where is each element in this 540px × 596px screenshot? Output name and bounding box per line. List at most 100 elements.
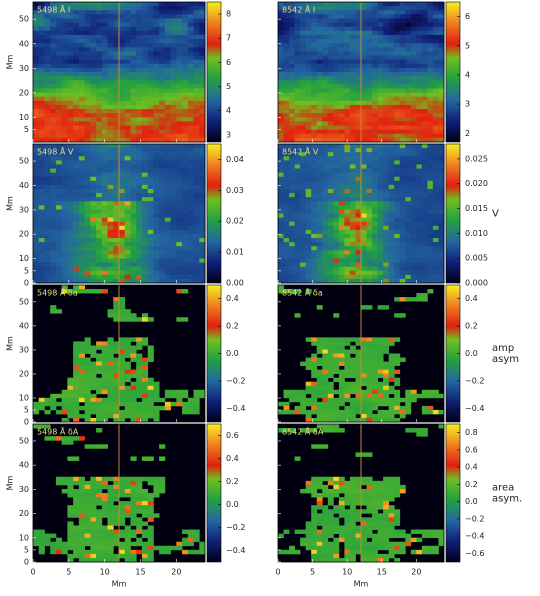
heatmap-cell xyxy=(44,189,50,193)
heatmap-cell xyxy=(136,43,142,48)
heatmap-cell xyxy=(199,164,205,168)
heatmap-cell xyxy=(85,263,91,267)
heatmap-cell xyxy=(372,117,378,122)
heatmap-cell xyxy=(73,76,79,81)
heatmap-cell xyxy=(383,101,389,106)
heatmap-cell xyxy=(142,177,148,181)
heatmap-cell xyxy=(67,68,73,73)
heatmap-cell xyxy=(136,242,142,246)
heatmap-cell xyxy=(165,169,171,173)
heatmap-cell xyxy=(176,201,182,205)
heatmap-cell xyxy=(400,2,406,7)
heatmap-cell xyxy=(405,402,411,406)
heatmap-cell xyxy=(367,113,373,118)
heatmap-cell xyxy=(389,362,395,366)
heatmap-cell xyxy=(284,201,290,205)
heatmap-cell xyxy=(62,113,68,118)
heatmap-cell xyxy=(119,43,125,48)
heatmap-cell xyxy=(383,230,389,234)
heatmap-cell xyxy=(33,31,39,36)
heatmap-cell xyxy=(427,185,433,189)
heatmap-cell xyxy=(136,126,142,131)
heatmap-cell xyxy=(367,386,373,390)
heatmap-cell xyxy=(427,181,433,185)
heatmap-cell xyxy=(378,121,384,126)
heatmap-cell xyxy=(113,39,119,44)
heatmap-cell xyxy=(199,109,205,114)
heatmap-cell xyxy=(142,201,148,205)
y-tick-label: 50 xyxy=(19,15,29,24)
heatmap-cell xyxy=(182,410,188,414)
heatmap-cell xyxy=(378,402,384,406)
heatmap-cell xyxy=(378,250,384,254)
heatmap-cell xyxy=(85,148,91,152)
heatmap-cell xyxy=(328,197,334,201)
heatmap-cell xyxy=(344,93,350,98)
heatmap-cell xyxy=(108,349,114,353)
heatmap-cell xyxy=(317,341,323,345)
heatmap-cell xyxy=(383,394,389,398)
heatmap-cell xyxy=(411,263,417,267)
heatmap-cell xyxy=(176,27,182,32)
heatmap-cell xyxy=(159,246,165,250)
heatmap-cell xyxy=(148,246,154,250)
heatmap-cell xyxy=(400,105,406,110)
heatmap-cell xyxy=(136,84,142,89)
heatmap-cell xyxy=(73,234,79,238)
heatmap-cell xyxy=(405,47,411,52)
heatmap-cell xyxy=(433,130,439,135)
heatmap-cell xyxy=(148,177,154,181)
heatmap-cell xyxy=(328,370,334,374)
heatmap-cell xyxy=(295,410,301,414)
heatmap-cell xyxy=(119,181,125,185)
heatmap-cell xyxy=(159,185,165,189)
heatmap-cell xyxy=(113,382,119,386)
heatmap-cell xyxy=(67,234,73,238)
heatmap-cell xyxy=(416,88,422,93)
heatmap-cell xyxy=(367,185,373,189)
heatmap-cell xyxy=(394,258,400,262)
heatmap-cell xyxy=(39,47,45,52)
heatmap-cell xyxy=(295,43,301,48)
heatmap-cell xyxy=(142,362,148,366)
heatmap-cell xyxy=(79,201,85,205)
heatmap-cell xyxy=(62,197,68,201)
heatmap-cell xyxy=(278,93,284,98)
heatmap-cell xyxy=(284,117,290,122)
heatmap-cell xyxy=(90,214,96,218)
heatmap-cell xyxy=(148,35,154,40)
heatmap-cell xyxy=(328,160,334,164)
heatmap-cell xyxy=(79,76,85,81)
heatmap-cell xyxy=(295,105,301,110)
heatmap-cell xyxy=(73,27,79,32)
heatmap-cell xyxy=(405,226,411,230)
heatmap-cell xyxy=(400,406,406,410)
heatmap-cell xyxy=(322,6,328,11)
heatmap-cell xyxy=(311,254,317,258)
heatmap-cell xyxy=(394,410,400,414)
heatmap-cell xyxy=(102,267,108,271)
heatmap-cell xyxy=(113,18,119,23)
heatmap-cell xyxy=(400,156,406,160)
heatmap-cell xyxy=(295,209,301,213)
heatmap-cell xyxy=(119,337,125,341)
heatmap-cell xyxy=(378,230,384,234)
heatmap-cell xyxy=(56,209,62,213)
heatmap-cell xyxy=(328,35,334,40)
heatmap-cell xyxy=(361,126,367,131)
heatmap-cell xyxy=(102,39,108,44)
heatmap-cell xyxy=(148,275,154,279)
heatmap-cell xyxy=(79,238,85,242)
heatmap-cell xyxy=(159,64,165,69)
heatmap-cell xyxy=(317,88,323,93)
heatmap-cell xyxy=(389,169,395,173)
heatmap-cell xyxy=(119,18,125,23)
heatmap-cell xyxy=(433,263,439,267)
heatmap-cell xyxy=(378,275,384,279)
heatmap-cell xyxy=(383,201,389,205)
heatmap-cell xyxy=(79,246,85,250)
heatmap-cell xyxy=(159,101,165,106)
heatmap-cell xyxy=(165,242,171,246)
heatmap-cell xyxy=(372,362,378,366)
heatmap-cell xyxy=(328,97,334,102)
